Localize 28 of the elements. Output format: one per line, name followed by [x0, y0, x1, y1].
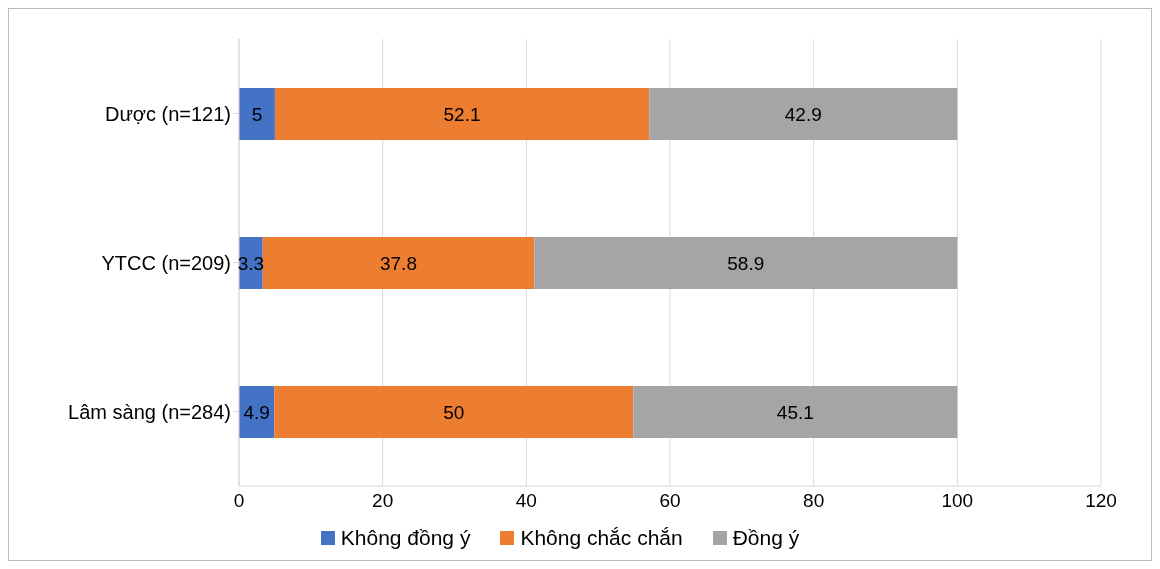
- bar: [262, 237, 535, 289]
- legend-label: Không đồng ý: [340, 526, 471, 550]
- x-tick-label: 80: [803, 490, 825, 512]
- bar: [649, 88, 958, 140]
- x-tick-label: 60: [659, 490, 681, 512]
- bar: [274, 88, 650, 140]
- bar: [534, 237, 958, 289]
- data-label: 42.9: [784, 103, 822, 125]
- data-label: 58.9: [727, 252, 765, 274]
- legend-label: Đồng ý: [732, 526, 800, 550]
- legend-label: Không chắc chắn: [520, 526, 683, 550]
- y-tick-label: Lâm sàng (n=284): [68, 400, 231, 423]
- data-label: 5: [251, 103, 263, 125]
- data-label: 45.1: [776, 401, 814, 423]
- y-tick-label: Dược (n=121): [105, 102, 231, 125]
- x-tick-label: 120: [1085, 490, 1117, 512]
- x-tick-label: 0: [233, 490, 245, 512]
- x-tick-label: 40: [515, 490, 537, 512]
- data-label: 50: [443, 401, 465, 423]
- x-tick-label: 100: [941, 490, 974, 512]
- data-label: 52.1: [443, 103, 481, 125]
- bar: [274, 386, 634, 438]
- y-tick-label: YTCC (n=209): [101, 251, 231, 274]
- x-tick-label: 20: [372, 490, 394, 512]
- bar: [239, 88, 275, 140]
- data-label: 4.9: [243, 401, 270, 423]
- bar: [633, 386, 958, 438]
- data-label: 37.8: [379, 252, 417, 274]
